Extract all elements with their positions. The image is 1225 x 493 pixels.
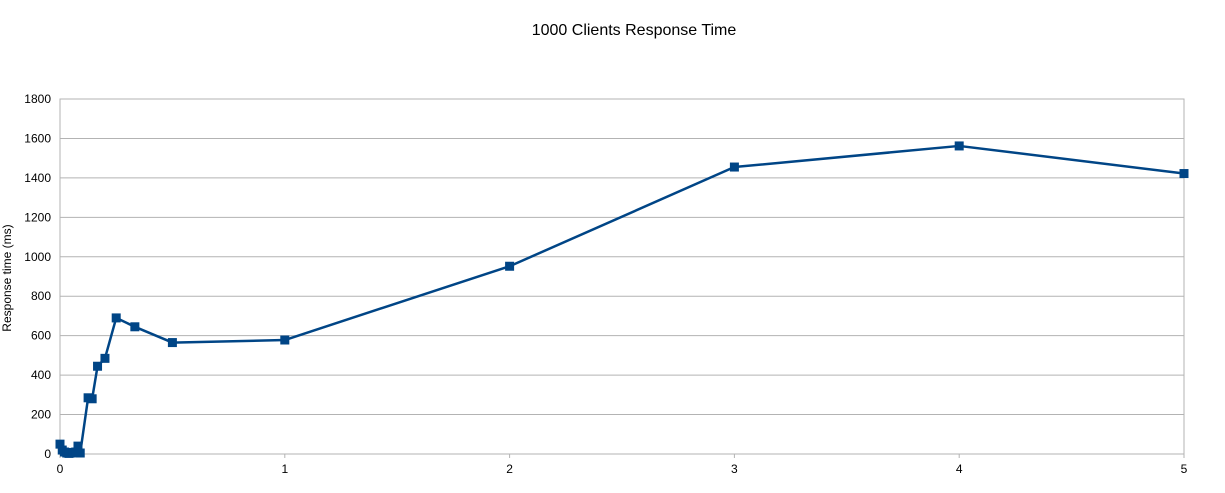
data-point [280, 335, 290, 345]
plot-frame [59, 98, 1185, 455]
y-tick-label: 800 [31, 289, 51, 303]
data-point [111, 313, 121, 323]
y-tick-label: 1400 [24, 171, 51, 185]
chart-title: 1000 Clients Response Time [532, 22, 737, 39]
y-tick-label: 400 [31, 368, 51, 382]
y-tick-label: 1600 [24, 131, 51, 145]
y-tick-label: 0 [44, 447, 51, 461]
data-point [954, 141, 964, 151]
data-point [93, 361, 103, 371]
data-point [87, 394, 97, 404]
grid [59, 98, 1185, 458]
data-point [167, 338, 177, 348]
y-tick-label: 600 [31, 329, 51, 343]
data-point [130, 322, 140, 332]
data-point [1179, 169, 1189, 179]
x-tick-label: 0 [57, 462, 64, 476]
data-point [505, 261, 515, 271]
data-point [100, 353, 110, 363]
y-tick-labels: 0 200 400 600 800 1000 1200 1400 1600 1800 [24, 92, 51, 461]
y-axis-label: Response time (ms) [0, 224, 14, 331]
data-point [729, 162, 739, 172]
x-tick-label: 1 [281, 462, 288, 476]
data-point [55, 439, 65, 449]
y-tick-label: 1800 [24, 92, 51, 106]
y-tick-label: 1200 [24, 210, 51, 224]
y-tick-label: 200 [31, 408, 51, 422]
x-tick-labels: 0 1 2 3 4 5 [57, 462, 1188, 476]
x-tick-label: 4 [956, 462, 963, 476]
y-tick-label: 1000 [24, 250, 51, 264]
data-point [73, 441, 83, 451]
x-tick-label: 2 [506, 462, 513, 476]
data-point [75, 448, 85, 458]
series-line [58, 144, 1185, 455]
x-tick-label: 5 [1181, 462, 1188, 476]
x-tick-label: 3 [731, 462, 738, 476]
series [55, 141, 1189, 458]
